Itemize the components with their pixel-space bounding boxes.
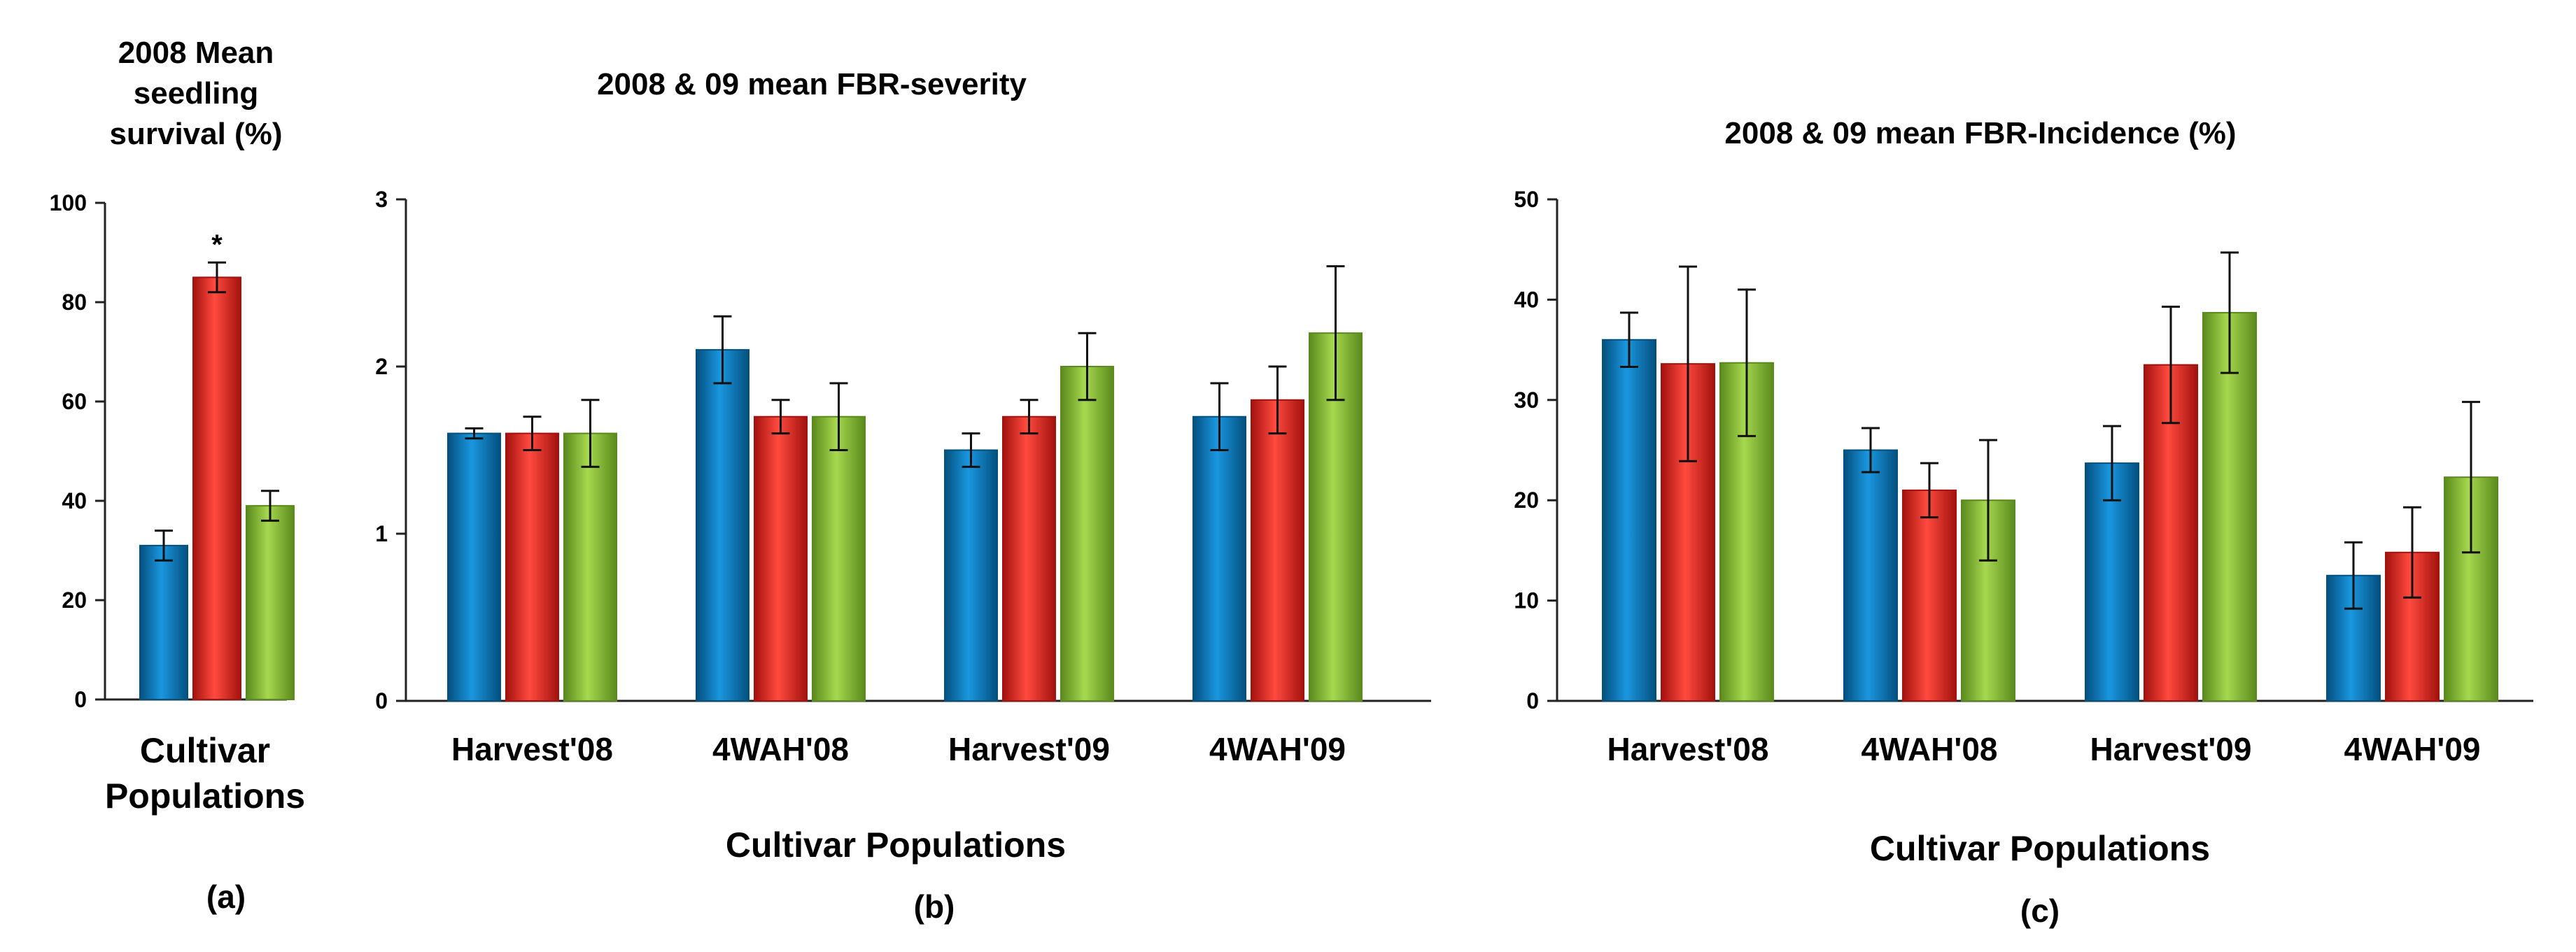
panel-c-category-label: Harvest'08 — [1607, 731, 1769, 767]
panel-a-bars: * — [139, 229, 295, 701]
panel-b-category-label: Harvest'08 — [451, 731, 613, 767]
panel-c-category-label: 4WAH'08 — [1861, 731, 1997, 767]
panel-a-y-axis: 0 20 40 60 80 100 — [50, 190, 287, 712]
panel-b-bar — [1060, 366, 1114, 702]
panel-a-title-line-3: survival (%) — [110, 117, 283, 151]
panel-a-x-axis-label-line-1: Cultivar — [140, 731, 270, 770]
panel-a-y-tick-label: 40 — [62, 488, 87, 513]
panel-c-bars — [1602, 251, 2498, 702]
panel-a-label: (a) — [206, 879, 246, 915]
panel-c-category-labels: Harvest'08 4WAH'08 Harvest'09 4WAH'09 — [1607, 731, 2481, 767]
panel-c-y-tick-label: 30 — [1514, 388, 1539, 413]
panel-b-bar — [1002, 415, 1056, 702]
panel-c-category-label: 4WAH'09 — [2344, 731, 2480, 767]
panel-c-bar — [1843, 449, 1898, 702]
panel-c-y-tick-label: 20 — [1514, 488, 1539, 513]
panel-a-x-axis-label-line-2: Populations — [105, 776, 305, 816]
panel-a-y-tick-label: 60 — [62, 389, 87, 414]
panel-a-bar — [192, 276, 241, 700]
panel-a-bar — [139, 544, 188, 701]
panel-b-label: (b) — [914, 888, 955, 925]
panel-a-y-tick-label: 0 — [74, 687, 87, 712]
panel-c-label: (c) — [2020, 893, 2060, 929]
panel-c-title: 2008 & 09 mean FBR-Incidence (%) — [1724, 116, 2236, 150]
panel-a-y-tick-label: 80 — [62, 290, 87, 315]
panel-b-bar — [1192, 415, 1246, 702]
panel-b-title: 2008 & 09 mean FBR-severity — [597, 67, 1027, 101]
panel-b-bars — [447, 265, 1363, 702]
panel-b-category-label: 4WAH'08 — [712, 731, 849, 767]
panel-b-severity-chart: 2008 & 09 mean FBR-severity 0 1 2 3 Harvest… — [375, 67, 1431, 925]
panel-c-y-axis: 0 10 20 30 40 50 — [1514, 187, 2533, 713]
panel-b-bar — [696, 349, 749, 702]
panel-b-y-tick-label: 0 — [375, 688, 388, 713]
panel-b-x-axis-label: Cultivar Populations — [726, 825, 1066, 865]
panel-a-bar — [246, 505, 295, 700]
panel-a-significance-mark: * — [211, 229, 223, 260]
panel-c-y-tick-label: 50 — [1514, 187, 1539, 212]
panel-c-y-tick-label: 10 — [1514, 588, 1539, 613]
panel-a-y-tick-label: 20 — [62, 588, 87, 613]
panel-c-y-tick-label: 40 — [1514, 287, 1539, 312]
panel-b-bar — [812, 415, 866, 702]
panel-b-bar — [1251, 399, 1304, 702]
panel-c-bar — [1902, 489, 1957, 702]
panel-a-y-tick-label: 100 — [50, 190, 87, 215]
panel-b-bar — [754, 415, 808, 702]
panel-a-title-line-2: seedling — [134, 76, 259, 111]
panel-c-incidence-chart: 2008 & 09 mean FBR-Incidence (%) 0 10 20 30… — [1514, 116, 2533, 929]
panel-b-bar — [505, 432, 559, 702]
panel-c-x-axis-label: Cultivar Populations — [1870, 829, 2210, 868]
panel-c-y-tick-label: 0 — [1526, 688, 1539, 713]
panel-b-bar — [563, 432, 617, 702]
panel-b-category-labels: Harvest'08 4WAH'08 Harvest'09 4WAH'09 — [451, 731, 1346, 767]
panel-b-bar — [944, 449, 998, 702]
panel-b-y-tick-label: 1 — [375, 521, 388, 546]
panel-b-category-label: 4WAH'09 — [1209, 731, 1346, 767]
panel-b-category-label: Harvest'09 — [948, 731, 1110, 767]
panel-b-bar — [447, 432, 501, 702]
panel-c-category-label: Harvest'09 — [2090, 731, 2252, 767]
panel-c-bar — [1602, 339, 1656, 702]
panel-b-y-tick-label: 2 — [375, 354, 388, 379]
panel-a-title-line-1: 2008 Mean — [118, 36, 274, 70]
panel-b-y-tick-label: 3 — [375, 187, 388, 212]
panel-a-survival-chart: 2008 Mean seedling survival (%) 0 20 40 60 8… — [50, 36, 305, 915]
